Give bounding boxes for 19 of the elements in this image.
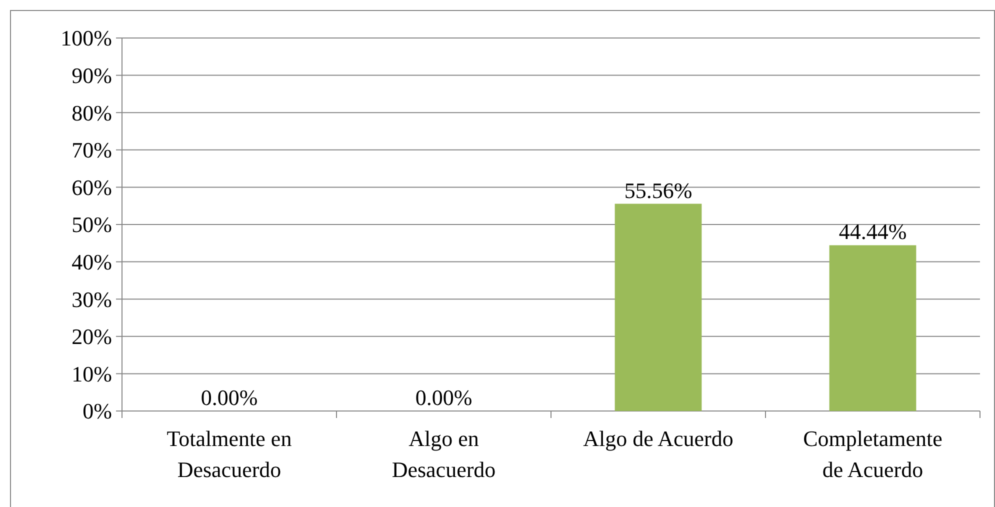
y-tick-label: 40%	[72, 250, 112, 274]
x-tick-label: Completamente de Acuerdo	[803, 426, 942, 482]
y-tick-label: 70%	[72, 138, 112, 163]
data-label: 0.00%	[200, 385, 258, 410]
x-tick-label: Algo de Acuerdo	[583, 426, 734, 451]
data-label: 0.00%	[415, 385, 472, 410]
y-tick-label: 30%	[72, 286, 112, 312]
y-tick-label: 90%	[72, 63, 112, 88]
y-tick-label: 50%	[72, 212, 112, 238]
y-tick-label: 80%	[72, 100, 112, 126]
x-tick-label: Algo en Desacuerdo	[392, 426, 496, 482]
y-tick-label: 100%	[60, 26, 112, 51]
y-tick-label: 10%	[72, 361, 112, 386]
data-label: 44.44%	[838, 219, 907, 244]
y-tick-label: 20%	[72, 324, 112, 350]
x-tick-label: Totalmente en Desacuerdo	[166, 426, 292, 482]
y-tick-label: 0%	[82, 398, 112, 424]
y-tick-label: 60%	[72, 174, 112, 200]
data-label: 55.56%	[624, 178, 692, 203]
